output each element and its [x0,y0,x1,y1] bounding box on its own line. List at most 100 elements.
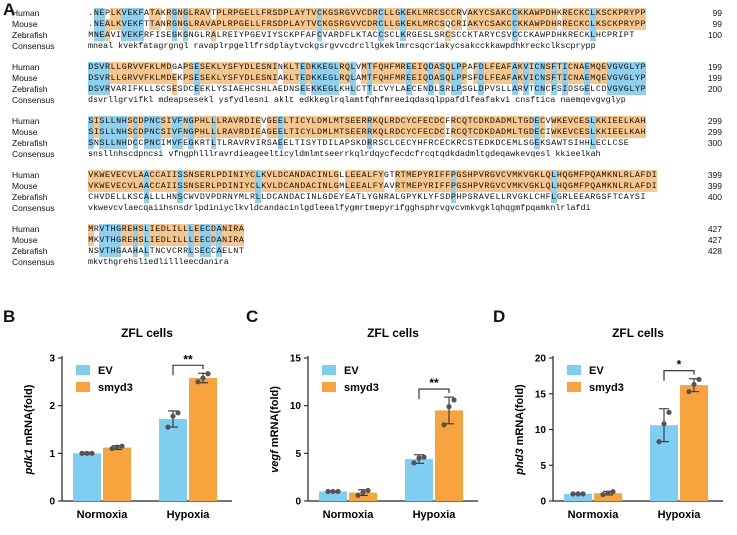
chart-title: ZFL cells [612,326,664,340]
alignment-row: Consensus mneal kvekfatagrgngl ravaplrpge… [0,41,737,52]
bar-smyd3 [103,447,131,501]
species-label: Consensus [12,257,55,267]
bar-ev [564,493,592,501]
sequence-alignment: Human .NEPLKVEKFATAKRGNGLRAVTPLRPGELLFRSD… [0,8,737,268]
residue-count: 199 [707,73,722,83]
residue-count: 400 [707,192,722,202]
data-point [165,424,171,430]
sequence-text: mneal kvekfatagrgngl ravaplrpgellfrsdpla… [88,41,596,51]
significance-bracket [172,364,204,376]
legend-swatch [76,382,90,392]
panel-letter-a: A [3,0,16,19]
y-axis-label-gene: phd3 [514,448,526,475]
alignment-row: Mouse SISLLNHSCDPNCSIVFNGPHLLLRAVRDIEAGEE… [0,127,737,138]
data-point [691,381,697,388]
residue-count: 300 [707,138,722,148]
y-tick-label: 5 [295,449,301,460]
y-axis-label: vegf mRNA(fold) [269,386,281,473]
data-point [575,491,581,497]
residue-count: 299 [707,116,722,126]
x-tick-label: Hypoxia [167,509,211,521]
sequence-text: VKWEVECVLAACCAIISSNSERLPDINIYCLKVLDCANDA… [88,170,657,181]
species-label: Zebrafish [12,138,48,148]
residue-count: 99 [712,8,722,18]
legend-swatch [567,365,581,375]
significance-label: ** [183,352,193,366]
data-point [89,450,95,456]
species-label: Consensus [12,41,55,51]
significance-label: * [677,358,682,372]
data-point [200,375,206,381]
data-point [170,413,176,419]
species-label: Zebrafish [12,84,48,94]
legend-swatch [76,365,90,375]
data-point [696,376,702,383]
alignment-row: Zebrafish CHVDELLKSCALLLHNSCWVDVPDRNYMLRL… [0,192,737,203]
sequence-text: snsllnhscdpncsi vfngphlllravrdieageeltic… [88,149,601,159]
y-axis-label-unit: mRNA(fold) [269,386,281,450]
data-point [605,490,611,496]
species-label: Consensus [12,203,55,213]
species-label: Human [12,224,40,234]
sequence-text: DSVRLLGRVVFKLMDEKPSESEKLYSFYDLESNIAKLTED… [88,73,646,84]
species-label: Zebrafish [12,246,48,256]
data-point [661,421,667,427]
data-point [109,445,115,452]
sequence-text: CHVDELLKSCALLLHNSCWVDVPDRNYMLRLLDCANDACI… [88,192,646,203]
data-point [84,450,90,456]
y-tick-label: 10 [535,425,547,436]
bar-chart: ZFL cells 0 5 10 15 vegf mRNA(fold) Normoxia Hy… [269,326,478,521]
sequence-text: SNSLLNHDCCPNCIMVFEGKRTLTLRAVRVIRSAEELTIS… [88,138,629,149]
data-point [365,487,371,494]
species-label: Mouse [12,181,38,191]
species-label: Human [12,116,40,126]
legend-swatch [322,365,336,375]
x-tick-label: Hypoxia [413,509,457,521]
chart-pdk1: ZFL cells 0 1 2 3 pdk1 mRNA(fold) Normoxia Hypo… [10,318,245,530]
bar-chart: ZFL cells 0 1 2 3 pdk1 mRNA(fold) Normoxia Hypo… [23,326,232,521]
residue-count: 427 [707,235,722,245]
y-tick-label: 0 [295,497,301,508]
bar-chart: ZFL cells 0 5 10 15 20 phd3 mRNA(fold) Normoxia… [514,326,723,521]
alignment-row: Consensus snsllnhscdpncsi vfngphlllravrdi… [0,149,737,160]
sequence-text: VKWEVECVLAACCAIISSNSERLPDINIYCLKVLDCANDA… [88,181,657,192]
sequence-text: vkwevcvlaecqaiihsnsdrlpdiniyclkvldcandac… [88,203,591,213]
chart-vegf: ZFL cells 0 5 10 15 vegf mRNA(fold) Normoxia Hy… [256,318,491,530]
legend-swatch [322,382,336,392]
bar-ev [73,453,101,501]
sequence-text: .NEALKVEKFTTANRGNGLRAVAPLRPGELLFRSDPLAYT… [88,19,646,30]
sequence-text: SISLLNHSCDPNCSIVFNGPHLLLRAVRDIEVGEELTICY… [88,116,646,127]
bar-ev [405,459,433,501]
data-point [570,491,576,497]
sequence-text: DSVRLLGRVVFKLMDGAPSESEKLYSFYDLESNINKLTED… [88,62,646,73]
sequence-text: SISLLNHSCDPNCSIVFNGPHLLLRAVRDIEAGEELTICY… [88,127,646,138]
legend-label: smyd3 [98,382,133,394]
significance-bracket [663,370,695,381]
bar-ev [319,491,347,501]
data-point [656,439,662,445]
x-tick-label: Normoxia [568,509,620,521]
data-point [441,422,447,428]
residue-count: 399 [707,181,722,191]
data-point [325,488,331,495]
data-point [411,460,417,466]
sequence-text: .NEPLKVEKFATAKRGNGLRAVTPLRPGELLFRSDPLAYT… [88,8,646,19]
y-axis-label-gene: pdk1 [23,449,35,476]
x-tick-label: Hypoxia [658,509,702,521]
data-point [355,492,361,498]
y-tick-label: 10 [290,401,302,412]
alignment-row: Consensus mkvthgrehsliedlillleecdanira [0,257,737,268]
species-label: Human [12,62,40,72]
significance-label: ** [429,376,439,390]
species-label: Mouse [12,235,38,245]
bar-smyd3 [189,378,217,501]
species-label: Human [12,170,40,180]
data-point [451,397,457,403]
chart-title: ZFL cells [121,326,173,340]
alignment-row: Mouse MKVTHGREHSLIEDLILLLEECDANIRA 427 [0,235,737,246]
y-axis-label-unit: mRNA(fold) [514,384,526,448]
residue-count: 299 [707,127,722,137]
data-point [175,410,181,416]
data-point [119,443,125,449]
alignment-row: Consensus dsvrllgrvifkl mdeapsesekl ysfyd… [0,95,737,106]
